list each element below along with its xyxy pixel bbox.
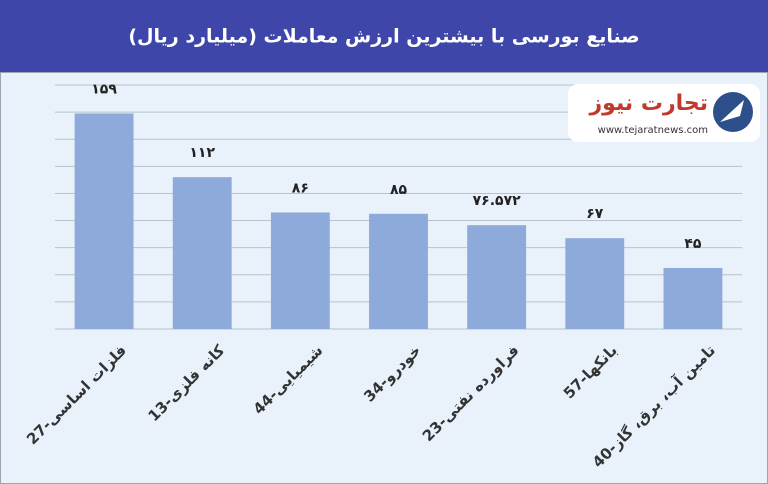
- bar: [74, 113, 134, 329]
- bar: [270, 212, 330, 329]
- bar: [369, 213, 428, 329]
- value-label: ۱۱۲: [189, 145, 215, 161]
- logo-name: تجارت نیوز: [588, 91, 708, 116]
- bar: [467, 225, 527, 329]
- logo-arrow: [720, 100, 744, 122]
- logo-url: www.tejaratnews.com: [598, 125, 708, 136]
- value-label: ۸۶: [292, 180, 309, 196]
- bar: [663, 268, 723, 329]
- value-label: ۸۵: [390, 182, 408, 198]
- bar: [172, 177, 232, 329]
- value-label: ۱۵۹: [91, 81, 117, 97]
- value-label: ۶۷: [586, 206, 604, 222]
- logo-box: [568, 84, 760, 142]
- value-label: ۴۵: [684, 236, 702, 252]
- header: [0, 0, 768, 72]
- bar: [565, 238, 625, 329]
- logo: تجارت نیوز www.tejaratnews.com: [568, 84, 760, 142]
- value-label: ۷۶.۵۷۲: [473, 193, 521, 209]
- chart-title: صنایع بورسی با بیشترین ارزش معاملات (میل…: [128, 26, 639, 48]
